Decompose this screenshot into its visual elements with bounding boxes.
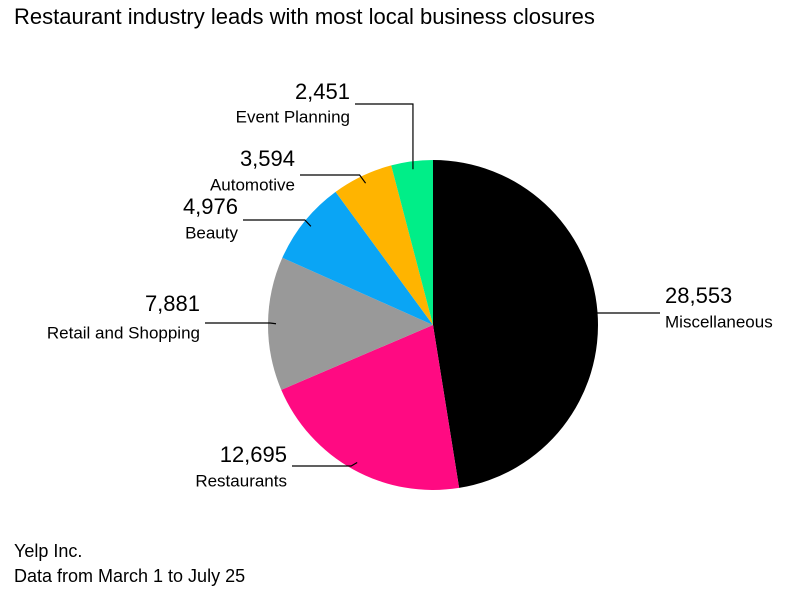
category-label: Retail and Shopping — [47, 323, 200, 342]
value-label: 7,881 — [145, 291, 200, 316]
category-label: Miscellaneous — [665, 312, 773, 331]
value-label: 28,553 — [665, 283, 732, 308]
leader-line — [355, 103, 414, 170]
value-label: 2,451 — [295, 79, 350, 104]
note: Data from March 1 to July 25 — [14, 566, 245, 586]
value-label: 4,976 — [183, 194, 238, 219]
category-label: Event Planning — [236, 107, 350, 126]
leader-line — [300, 174, 367, 184]
value-label: 3,594 — [240, 146, 295, 171]
leader-line — [243, 219, 312, 227]
chart-title: Restaurant industry leads with most loca… — [14, 4, 595, 29]
pie-slice — [391, 160, 433, 325]
source: Yelp Inc. — [14, 541, 82, 561]
category-label: Automotive — [210, 175, 295, 194]
pie-slice — [281, 325, 460, 490]
leader-line — [205, 322, 277, 325]
pie-slice — [335, 165, 433, 325]
category-label: Beauty — [185, 223, 238, 242]
leader-line — [292, 461, 358, 467]
pie-slice — [268, 257, 433, 390]
pie-slice — [433, 160, 598, 488]
category-label: Restaurants — [195, 471, 287, 490]
value-label: 12,695 — [220, 442, 287, 467]
pie-slice — [282, 191, 433, 325]
